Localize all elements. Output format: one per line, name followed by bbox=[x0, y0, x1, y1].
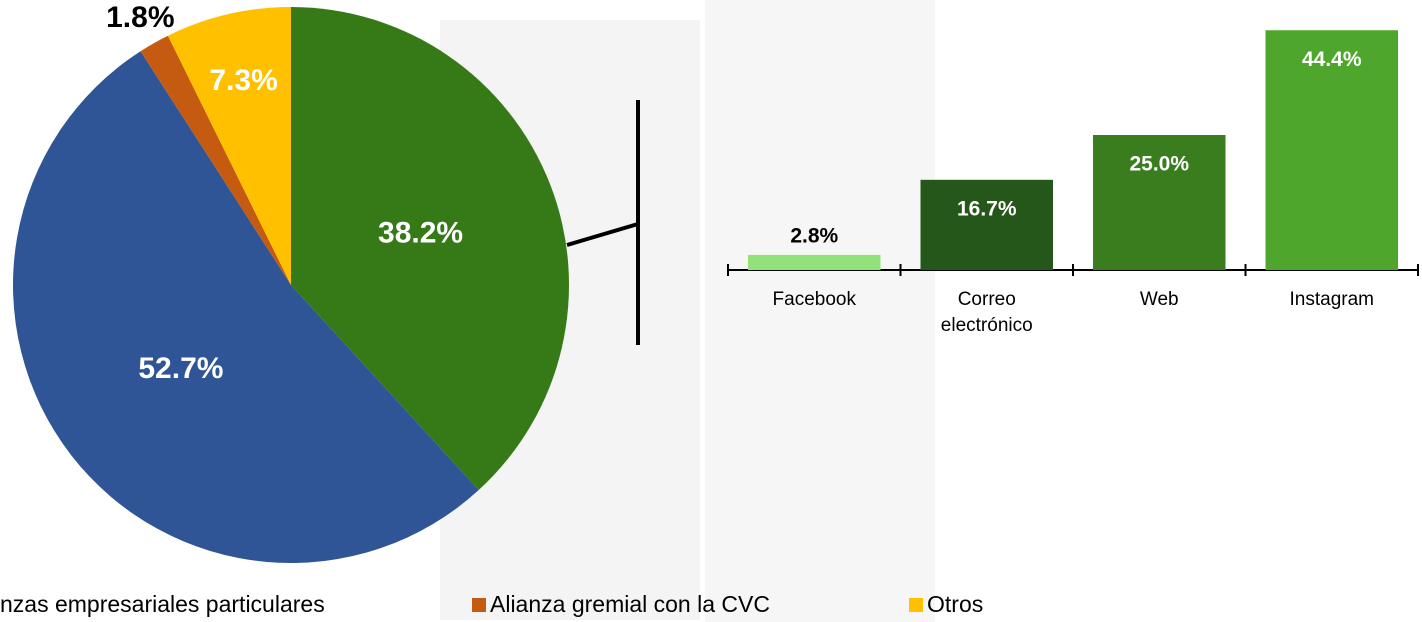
bar bbox=[1265, 30, 1398, 270]
bar bbox=[920, 179, 1053, 270]
x-tick-label: Web bbox=[1140, 289, 1179, 310]
x-tick-line: Correo bbox=[958, 289, 1016, 310]
bar bbox=[1093, 135, 1226, 270]
legend-marker bbox=[472, 598, 486, 612]
data-label: 2.8% bbox=[790, 224, 838, 247]
pie-slice bbox=[13, 51, 479, 563]
data-label: 7.3% bbox=[209, 64, 277, 97]
data-label: 16.7% bbox=[957, 197, 1017, 220]
x-tick-label: Correo electrónico bbox=[941, 289, 1033, 336]
data-label: 52.7% bbox=[138, 352, 223, 385]
pie-slice bbox=[167, 7, 291, 285]
x-tick-label: Facebook bbox=[773, 289, 857, 310]
legend-label: Alianza gremial con la CVC bbox=[490, 591, 770, 617]
legend-label: nzas empresariales particulares bbox=[0, 591, 325, 617]
watermark bbox=[705, 0, 935, 622]
pie-slice bbox=[140, 35, 291, 285]
data-label: 1.8% bbox=[106, 1, 174, 34]
data-label: 25.0% bbox=[1129, 153, 1189, 176]
connector bbox=[566, 222, 639, 247]
bar bbox=[748, 254, 881, 270]
x-tick-line: electrónico bbox=[941, 315, 1033, 336]
legend-label: Otros bbox=[927, 591, 983, 617]
legend-marker bbox=[909, 598, 923, 612]
data-label: 38.2% bbox=[378, 217, 463, 250]
data-label: 44.4% bbox=[1302, 48, 1362, 71]
pie-slice bbox=[291, 7, 569, 491]
x-tick-label: Instagram bbox=[1290, 289, 1374, 310]
